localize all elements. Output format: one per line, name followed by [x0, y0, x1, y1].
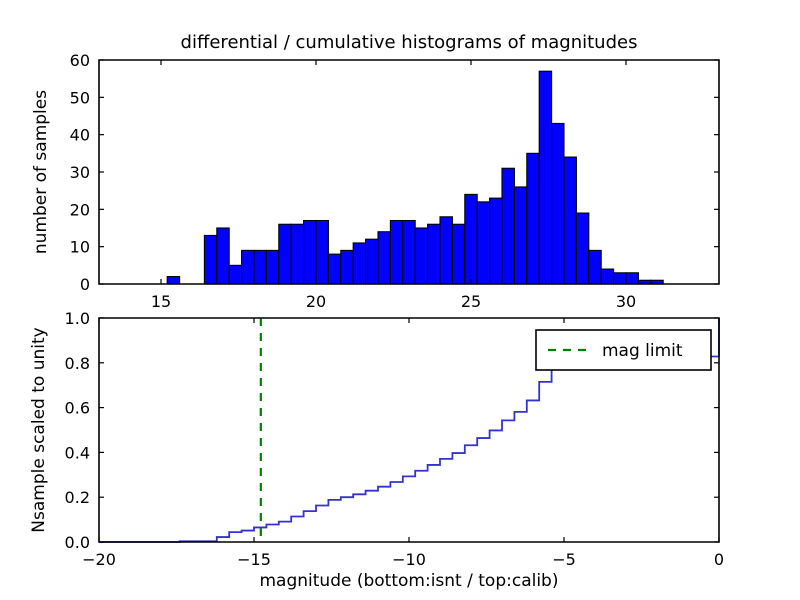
histogram-bar — [316, 221, 328, 284]
histogram-bar — [601, 269, 613, 284]
top-y-tick-label: 60 — [70, 51, 90, 70]
histogram-bar — [366, 239, 378, 284]
histogram-bar — [477, 202, 489, 284]
top-x-tick-label: 25 — [461, 292, 481, 311]
histogram-bar — [415, 228, 427, 284]
histogram-bar — [167, 277, 179, 284]
histogram-bar — [353, 243, 365, 284]
bottom-y-tick-label: 0.2 — [65, 488, 90, 507]
histogram-bar — [266, 250, 278, 284]
top-x-tick-label: 30 — [616, 292, 636, 311]
histogram-bar — [465, 194, 477, 284]
histogram-bar — [254, 250, 266, 284]
histogram-bar — [428, 224, 440, 284]
histogram-bar — [291, 224, 303, 284]
bottom-x-tick-label: −10 — [392, 550, 426, 569]
matplotlib-figure: differential / cumulative histograms of … — [0, 0, 800, 600]
histogram-bar — [626, 273, 638, 284]
top-y-tick-label: 30 — [70, 163, 90, 182]
bottom-x-tick-label: −20 — [82, 550, 116, 569]
top-x-tick-label: 20 — [306, 292, 326, 311]
bottom-x-tick-label: −5 — [552, 550, 576, 569]
bottom-x-axis-label: magnitude (bottom:isnt / top:calib) — [260, 571, 559, 591]
legend-item-label: mag limit — [602, 341, 683, 361]
top-y-tick-label: 40 — [70, 126, 90, 145]
bottom-y-axis-label: Nsample scaled to unity — [29, 327, 49, 532]
histogram-bar — [614, 273, 626, 284]
bottom-y-tick-label: 0.4 — [65, 443, 90, 462]
bottom-y-tick-label: 0.8 — [65, 354, 90, 373]
bottom-y-tick-label: 0.6 — [65, 399, 90, 418]
histogram-bar — [403, 221, 415, 284]
top-y-tick-label: 20 — [70, 200, 90, 219]
histogram-bar — [242, 250, 254, 284]
histogram-bar — [452, 224, 464, 284]
histogram-bar — [589, 250, 601, 284]
histogram-bar — [440, 217, 452, 284]
histogram-bar — [527, 153, 539, 284]
histogram-bar — [552, 123, 564, 284]
histogram-bar — [502, 168, 514, 284]
histogram-bar — [204, 235, 216, 284]
bottom-x-tick-label: −15 — [237, 550, 271, 569]
bottom-y-tick-label: 1.0 — [65, 309, 90, 328]
histogram-bar — [514, 187, 526, 284]
top-y-tick-label: 50 — [70, 88, 90, 107]
figure-canvas: differential / cumulative histograms of … — [0, 0, 800, 600]
legend[interactable]: mag limit — [536, 330, 711, 370]
histogram-bar — [328, 254, 340, 284]
histogram-bar — [304, 221, 316, 284]
top-y-tick-label: 0 — [80, 275, 90, 294]
page-title: differential / cumulative histograms of … — [181, 32, 638, 53]
histogram-bar — [564, 157, 576, 284]
figure-background — [0, 0, 800, 600]
histogram-bar — [279, 224, 291, 284]
top-y-tick-label: 10 — [70, 238, 90, 257]
histogram-bar — [390, 221, 402, 284]
histogram-bar — [229, 265, 241, 284]
histogram-bar — [576, 213, 588, 284]
histogram-bar — [539, 71, 551, 284]
histogram-bar — [341, 250, 353, 284]
histogram-bar — [217, 228, 229, 284]
histogram-bar — [490, 198, 502, 284]
top-y-axis-label: number of samples — [31, 90, 51, 254]
top-x-tick-label: 15 — [151, 292, 171, 311]
histogram-bar — [378, 232, 390, 284]
bottom-x-tick-label: 0 — [714, 550, 724, 569]
